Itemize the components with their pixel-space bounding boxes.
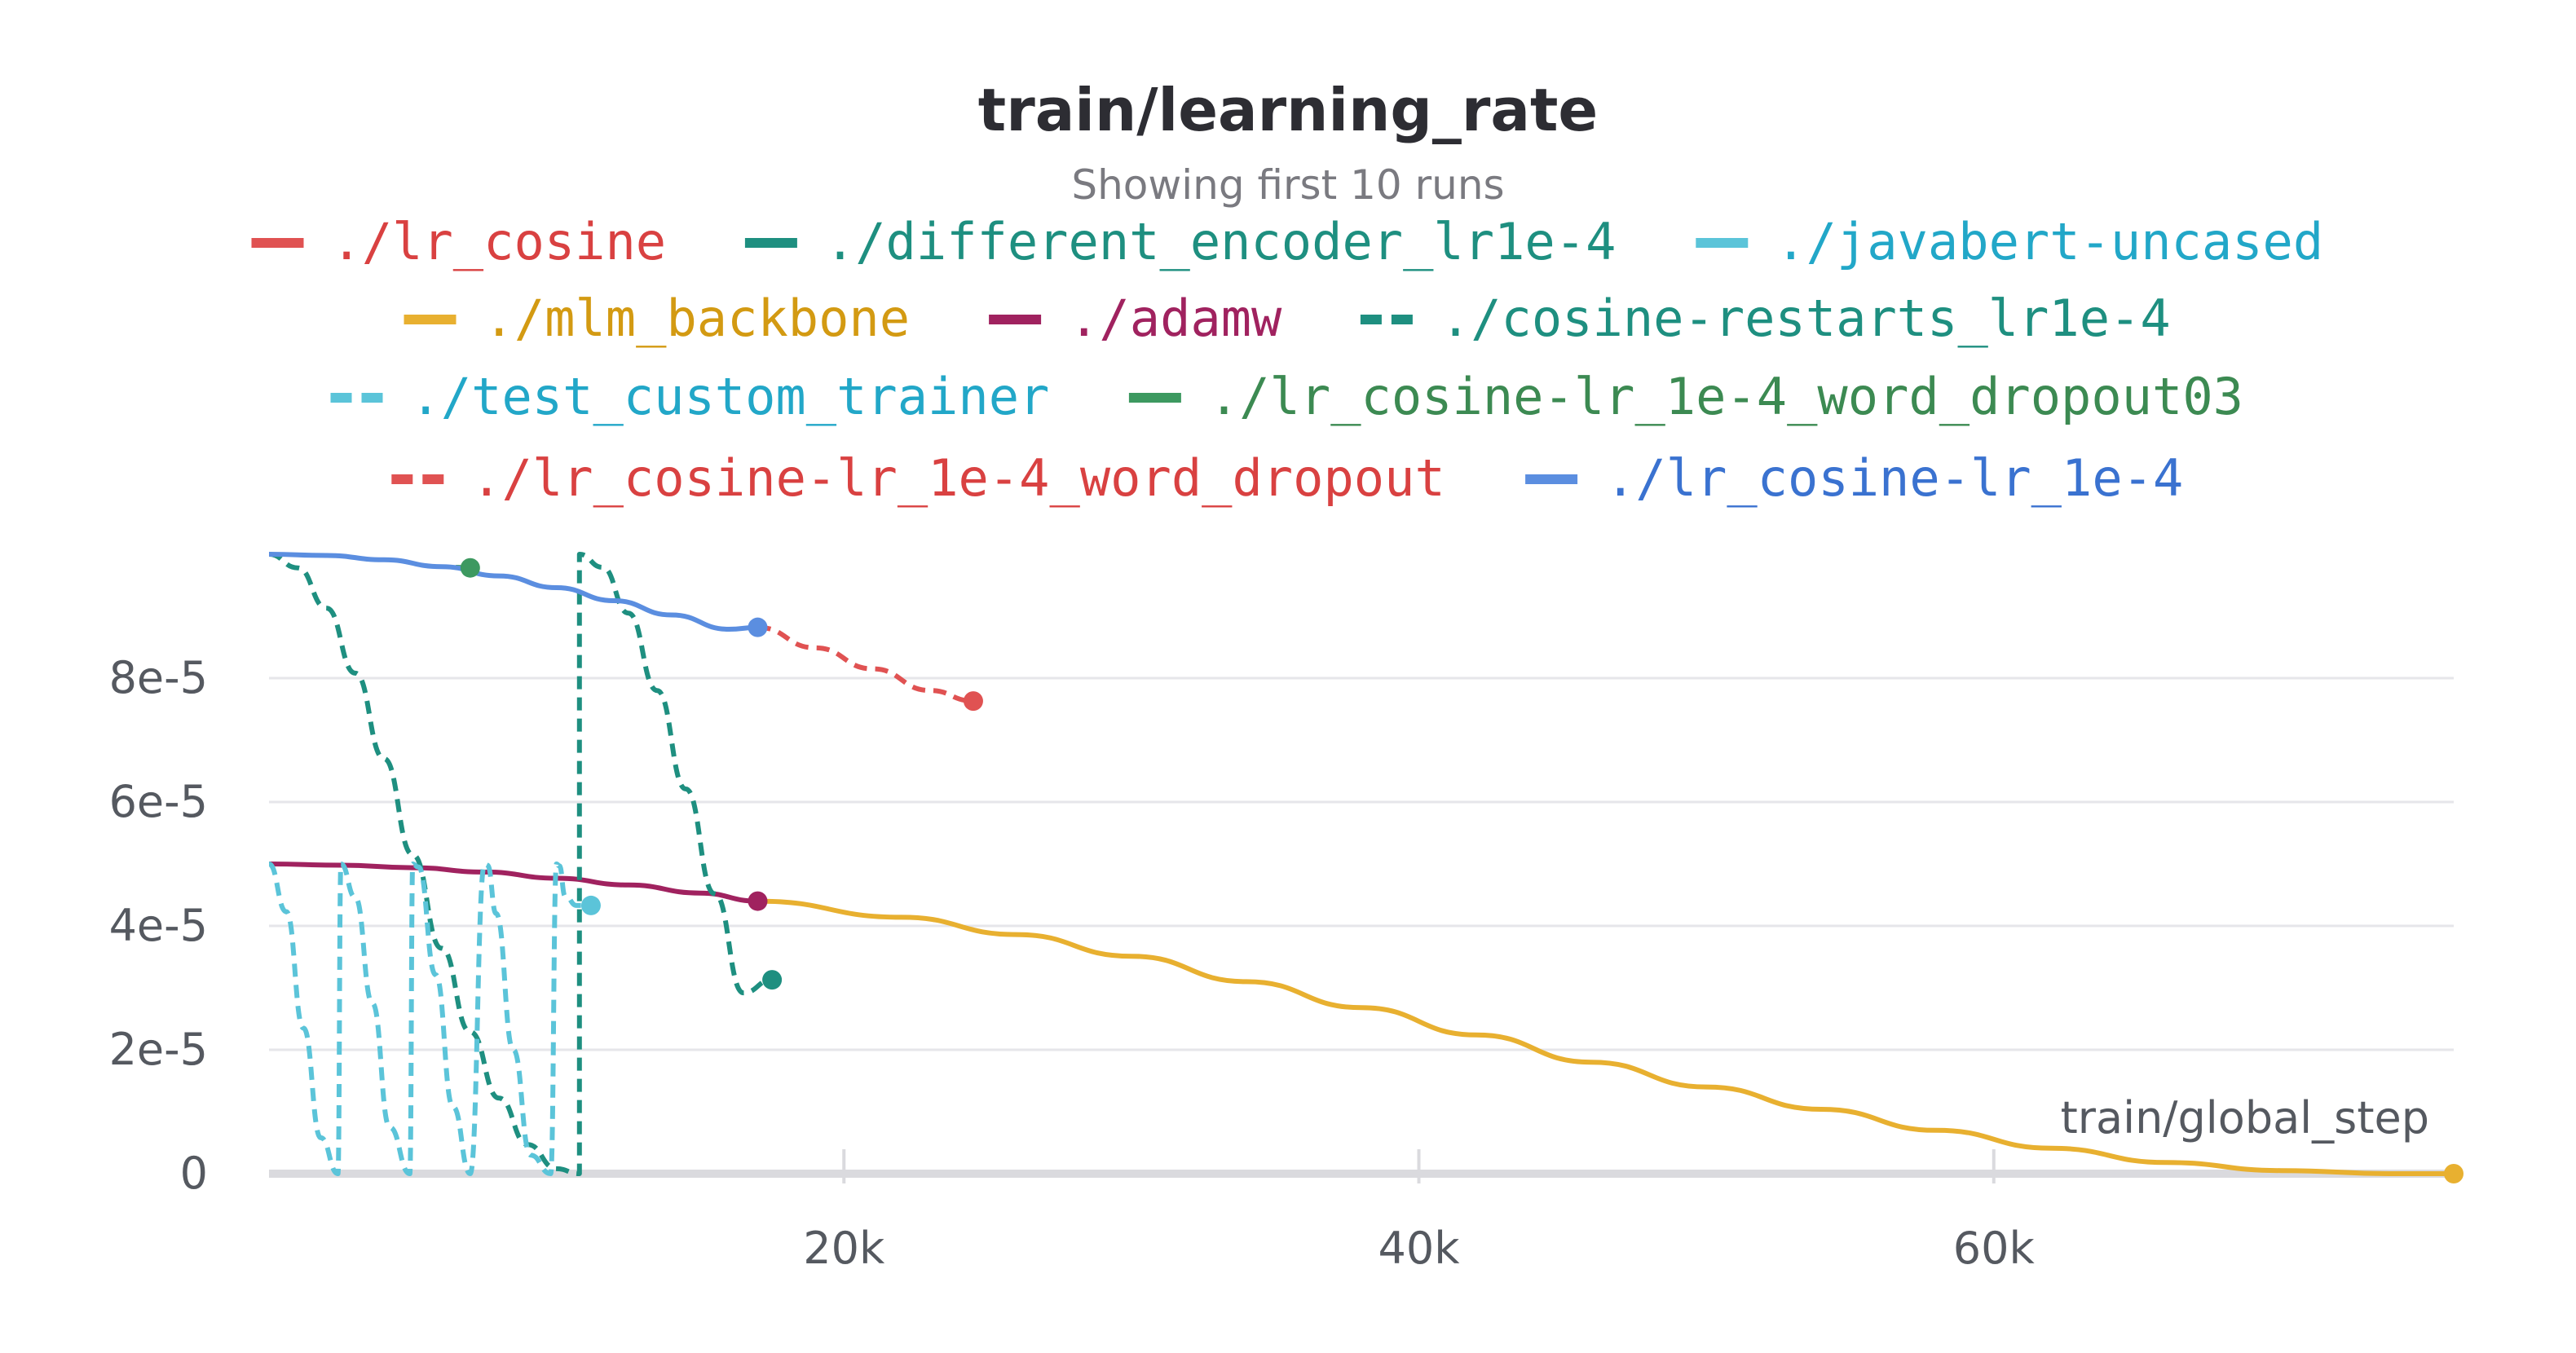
end-markers bbox=[460, 558, 2464, 1183]
chart-legend: ./lr_cosine ./different_encoder_lr1e-4 ./j… bbox=[251, 212, 2323, 508]
legend-label-3: ./mlm_backbone bbox=[484, 289, 911, 348]
y-tick-label-0: 0 bbox=[180, 1148, 208, 1199]
series-end-point-4 bbox=[748, 891, 768, 911]
series-line-4 bbox=[268, 862, 758, 904]
series-end-point-8 bbox=[963, 691, 983, 712]
legend-label-1: ./different_encoder_lr1e-4 bbox=[825, 212, 1617, 271]
legend-label-8: ./lr_cosine-lr_1e-4_word_dropout bbox=[471, 448, 1445, 508]
series-end-point-7 bbox=[460, 558, 480, 578]
series-line-8 bbox=[757, 624, 973, 704]
legend-label-2: ./javabert-uncased bbox=[1775, 212, 2323, 271]
legend-label-4: ./adamw bbox=[1069, 289, 1282, 348]
y-tick-label-1: 2e-5 bbox=[109, 1024, 208, 1075]
series-line-6 bbox=[267, 862, 591, 1176]
series-end-point-9 bbox=[748, 617, 768, 637]
x-axis-title: train/global_step bbox=[2061, 1092, 2429, 1144]
y-tick-label-4: 8e-5 bbox=[109, 652, 208, 703]
series-end-point-5 bbox=[762, 970, 783, 990]
chart-subtitle: Showing first 10 runs bbox=[1071, 161, 1504, 209]
axes: 0 2e-5 4e-5 6e-5 8e-5 20k 40k 60k bbox=[109, 652, 2454, 1274]
legend-label-7: ./lr_cosine-lr_1e-4_word_dropout03 bbox=[1209, 367, 2243, 426]
y-tick-label-3: 6e-5 bbox=[109, 776, 208, 827]
x-tick-label-2: 60k bbox=[1953, 1223, 2036, 1274]
series-line-3 bbox=[757, 898, 2454, 1176]
series-line-5 bbox=[268, 552, 773, 1176]
series-end-point-6 bbox=[580, 895, 601, 915]
series-layer bbox=[267, 552, 2454, 1176]
legend-label-5: ./cosine-restarts_lr1e-4 bbox=[1440, 289, 2171, 348]
series-end-point-3 bbox=[2444, 1164, 2464, 1183]
legend-label-9: ./lr_cosine-lr_1e-4 bbox=[1605, 448, 2183, 508]
legend-label-6: ./test_custom_trainer bbox=[411, 367, 1050, 426]
y-tick-label-2: 4e-5 bbox=[109, 900, 208, 951]
grid-lines bbox=[269, 676, 2454, 1051]
chart-title: train/learning_rate bbox=[978, 76, 1598, 144]
x-tick-label-1: 40k bbox=[1378, 1223, 1461, 1274]
series-line-9 bbox=[268, 552, 758, 632]
legend-label-0: ./lr_cosine bbox=[332, 212, 667, 271]
x-tick-label-0: 20k bbox=[803, 1223, 885, 1274]
